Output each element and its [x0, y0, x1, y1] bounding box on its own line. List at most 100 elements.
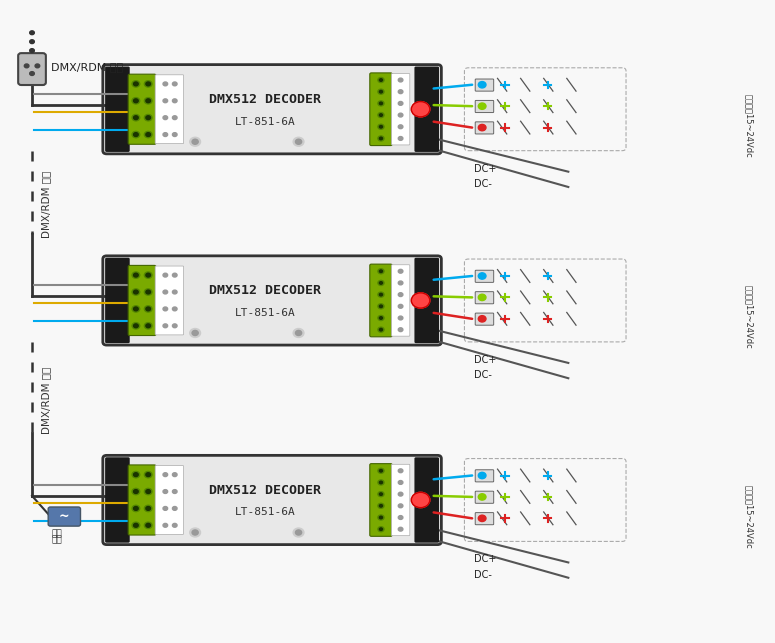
FancyBboxPatch shape — [415, 66, 439, 152]
Circle shape — [378, 101, 384, 106]
Circle shape — [133, 489, 138, 493]
Circle shape — [29, 40, 34, 44]
Circle shape — [133, 307, 138, 311]
Circle shape — [412, 102, 430, 117]
FancyBboxPatch shape — [475, 122, 494, 134]
Text: 终端: 终端 — [51, 529, 62, 538]
Text: 电阻: 电阻 — [51, 536, 62, 545]
FancyBboxPatch shape — [391, 265, 410, 336]
Circle shape — [378, 113, 384, 118]
Circle shape — [173, 99, 177, 103]
Circle shape — [146, 82, 150, 86]
Circle shape — [163, 116, 167, 120]
Circle shape — [132, 131, 140, 138]
Circle shape — [146, 507, 150, 511]
Circle shape — [133, 523, 138, 527]
Circle shape — [146, 324, 150, 328]
Circle shape — [173, 290, 177, 294]
Circle shape — [173, 324, 177, 328]
FancyBboxPatch shape — [105, 66, 129, 152]
FancyBboxPatch shape — [475, 270, 494, 282]
Circle shape — [146, 99, 150, 103]
Circle shape — [133, 290, 138, 294]
Text: DMX512 DECODER: DMX512 DECODER — [209, 484, 322, 496]
Circle shape — [380, 91, 383, 93]
Circle shape — [173, 307, 177, 311]
Circle shape — [378, 292, 384, 297]
FancyBboxPatch shape — [475, 292, 494, 303]
Circle shape — [398, 304, 403, 308]
Circle shape — [378, 77, 384, 82]
Circle shape — [378, 136, 384, 141]
Circle shape — [398, 90, 403, 94]
Circle shape — [380, 270, 383, 273]
Text: 电源输入15~24Vdc: 电源输入15~24Vdc — [745, 94, 753, 158]
Text: DMX512 DECODER: DMX512 DECODER — [209, 284, 322, 297]
Circle shape — [378, 327, 384, 332]
FancyBboxPatch shape — [128, 74, 156, 144]
Circle shape — [173, 489, 177, 493]
Text: DC-: DC- — [474, 370, 492, 380]
Circle shape — [132, 272, 140, 278]
Circle shape — [144, 81, 152, 87]
Text: DC-: DC- — [474, 179, 492, 189]
Circle shape — [146, 290, 150, 294]
Circle shape — [192, 331, 198, 336]
Circle shape — [29, 49, 34, 53]
Circle shape — [378, 468, 384, 473]
Circle shape — [293, 137, 304, 146]
Circle shape — [133, 324, 138, 328]
Circle shape — [412, 293, 430, 308]
Circle shape — [173, 473, 177, 476]
Text: 电源输入15~24Vdc: 电源输入15~24Vdc — [745, 485, 753, 548]
Circle shape — [173, 132, 177, 136]
Circle shape — [293, 528, 304, 537]
Circle shape — [133, 273, 138, 277]
Circle shape — [380, 317, 383, 320]
Circle shape — [378, 515, 384, 520]
Circle shape — [132, 488, 140, 494]
Circle shape — [295, 530, 301, 535]
Circle shape — [380, 114, 383, 116]
Circle shape — [173, 82, 177, 86]
FancyBboxPatch shape — [391, 464, 410, 536]
Circle shape — [380, 329, 383, 331]
Text: LT-851-6A: LT-851-6A — [235, 507, 296, 518]
Circle shape — [398, 102, 403, 105]
Circle shape — [398, 469, 403, 473]
Circle shape — [144, 272, 152, 278]
Circle shape — [380, 469, 383, 472]
Circle shape — [133, 82, 138, 86]
Circle shape — [380, 493, 383, 495]
Circle shape — [378, 492, 384, 496]
Text: DMX/RDM 信号: DMX/RDM 信号 — [41, 367, 51, 434]
Circle shape — [132, 289, 140, 295]
Circle shape — [378, 303, 384, 309]
Circle shape — [132, 81, 140, 87]
Text: LT-851-6A: LT-851-6A — [235, 308, 296, 318]
Circle shape — [398, 293, 403, 296]
FancyBboxPatch shape — [475, 491, 494, 503]
Circle shape — [163, 324, 167, 328]
Circle shape — [378, 269, 384, 274]
Circle shape — [190, 137, 201, 146]
FancyBboxPatch shape — [475, 512, 494, 525]
Circle shape — [380, 481, 383, 484]
Circle shape — [144, 289, 152, 295]
Circle shape — [398, 328, 403, 332]
Circle shape — [144, 471, 152, 478]
Circle shape — [146, 307, 150, 311]
Circle shape — [398, 516, 403, 520]
Circle shape — [144, 114, 152, 121]
Circle shape — [478, 82, 486, 88]
Circle shape — [146, 116, 150, 120]
Circle shape — [144, 488, 152, 494]
FancyBboxPatch shape — [415, 457, 439, 543]
FancyBboxPatch shape — [475, 313, 494, 325]
Circle shape — [146, 523, 150, 527]
FancyBboxPatch shape — [18, 53, 46, 85]
Circle shape — [378, 527, 384, 532]
Text: DMX/RDM 信号: DMX/RDM 信号 — [41, 171, 51, 239]
Circle shape — [478, 124, 486, 131]
Circle shape — [132, 505, 140, 512]
